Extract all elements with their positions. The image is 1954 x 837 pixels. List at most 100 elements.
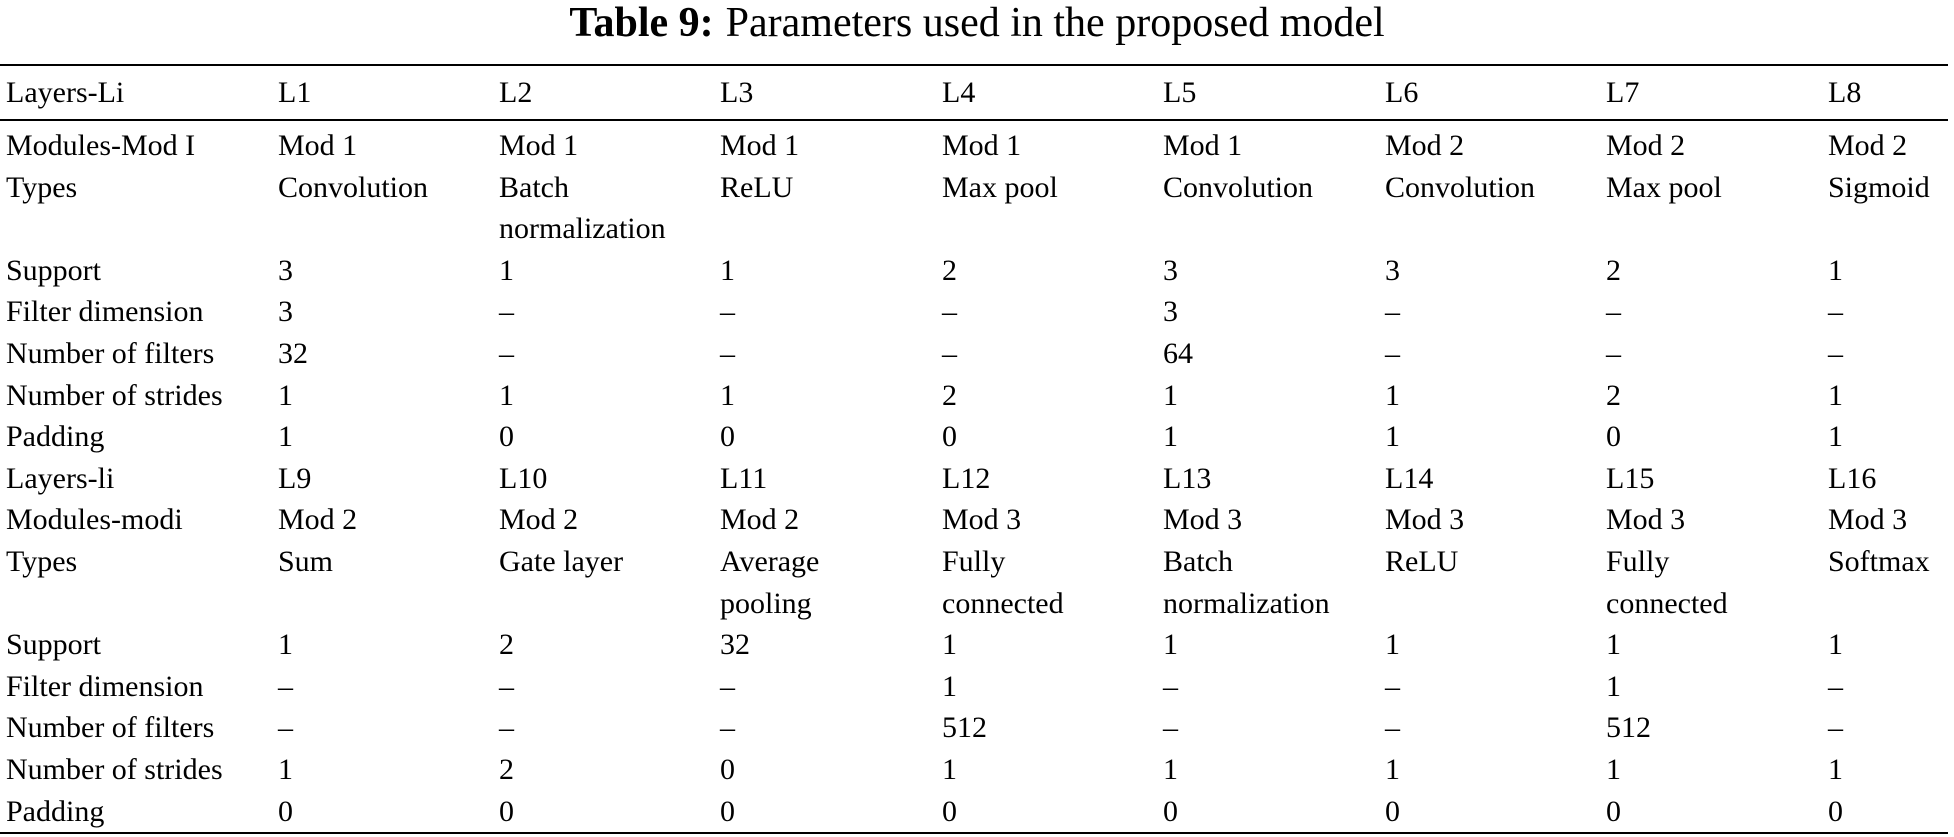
table-cell: L9 [278, 458, 499, 500]
table-cell: 0 [720, 416, 942, 458]
table-cell: – [942, 333, 1163, 375]
table-cell: 0 [942, 790, 1163, 835]
cell-text: Mod 3 [1606, 503, 1686, 537]
table-cell: 2 [942, 375, 1163, 417]
cell-text: 0 [942, 794, 957, 828]
table-cell: Padding [0, 790, 278, 835]
cell-text: 2 [1606, 253, 1621, 287]
cell-text: L13 [1163, 461, 1212, 495]
table-cell: Fully connected [1606, 541, 1828, 624]
cell-text: Mod 2 [1385, 129, 1465, 162]
table-row: Types Convolution Batch normalization ReLU M… [0, 167, 1948, 250]
table-cell: 1 [1828, 624, 1948, 666]
cell-text: L8 [1828, 75, 1862, 109]
table-cell: L10 [499, 458, 720, 500]
table-cell: 32 [720, 624, 942, 666]
table-cell: 1 [1828, 416, 1948, 458]
table-cell: Padding [0, 416, 278, 458]
table-cell: 1 [1828, 749, 1948, 791]
cell-text: Max pool [942, 170, 1058, 204]
table-cell: – [720, 707, 942, 749]
row-label: Support [6, 628, 102, 662]
table-cell: – [1385, 333, 1606, 375]
cell-text: Mod 1 [499, 129, 579, 162]
table-cell: Mod 1 [499, 120, 720, 167]
table-cell: L16 [1828, 458, 1948, 500]
table-cell: L1 [278, 64, 499, 121]
cell-text: ReLU [720, 170, 794, 204]
cell-text: Mod 3 [1828, 503, 1908, 537]
cell-text: 512 [942, 711, 987, 745]
cell-text: 3 [1385, 253, 1400, 287]
table-cell: Mod 1 [942, 120, 1163, 167]
table-cell: – [1828, 707, 1948, 749]
cell-text: Mod 2 [1606, 129, 1686, 162]
table-cell: 2 [1606, 250, 1828, 292]
cell-text: Sigmoid [1828, 170, 1930, 204]
table-cell: Max pool [1606, 167, 1828, 250]
cell-text: 0 [1163, 794, 1178, 828]
cell-text: – [1385, 336, 1400, 370]
cell-text: L11 [720, 461, 768, 495]
table-cell: Sum [278, 541, 499, 624]
title-label: Table 9: [569, 0, 714, 46]
cell-text: L2 [499, 75, 533, 109]
cell-text: Convolution [278, 170, 429, 204]
cell-text: – [1828, 669, 1843, 703]
cell-text: ReLU [1385, 544, 1459, 578]
table-cell: Max pool [942, 167, 1163, 250]
table-cell: Mod 2 [1385, 120, 1606, 167]
table-cell: 1 [1828, 375, 1948, 417]
cell-text: – [499, 295, 514, 329]
cell-text: – [1606, 336, 1621, 370]
cell-text: – [942, 336, 957, 370]
table-cell: Layers-li [0, 458, 278, 500]
table-cell: Batch normalization [499, 167, 720, 250]
table-cell: Modules-modi [0, 499, 278, 541]
table-cell: Support [0, 250, 278, 292]
table-cell: 512 [1606, 707, 1828, 749]
cell-text: – [1163, 711, 1178, 745]
table-cell: L13 [1163, 458, 1385, 500]
table-row: Padding 0 0 0 0 0 0 0 0 [0, 790, 1948, 835]
table-body: Modules-Mod I Mod 1 Mod 1 Mod 1 Mod 1 Mod 1 Mo… [0, 120, 1948, 835]
cell-text: 0 [720, 794, 735, 828]
table-cell: Convolution [278, 167, 499, 250]
row-label: Number of strides [6, 752, 223, 786]
cell-text: 1 [720, 253, 735, 287]
cell-text: 1 [942, 669, 957, 703]
cell-text: 2 [499, 752, 514, 786]
table-cell: – [1828, 291, 1948, 333]
cell-text: L1 [278, 75, 312, 109]
row-label: Layers-Li [6, 75, 125, 109]
cell-text: – [1163, 669, 1178, 703]
cell-text: Batch normalization [499, 170, 666, 246]
table-cell: Softmax [1828, 541, 1948, 624]
table-cell: – [720, 333, 942, 375]
table-cell: 0 [1385, 790, 1606, 835]
table-cell: Mod 1 [278, 120, 499, 167]
table-cell: 3 [278, 291, 499, 333]
table-cell: Mod 2 [278, 499, 499, 541]
table-cell: 32 [278, 333, 499, 375]
cell-text: Mod 1 [720, 129, 800, 162]
table-cell: 3 [1163, 250, 1385, 292]
table-cell: L4 [942, 64, 1163, 121]
row-label: Filter dimension [6, 669, 204, 703]
cell-text: Mod 1 [1163, 129, 1243, 162]
table-row: Filter dimension 3 – – – 3 – – – [0, 291, 1948, 333]
cell-text: L14 [1385, 461, 1434, 495]
table-cell: 1 [499, 375, 720, 417]
table-cell: Number of strides [0, 749, 278, 791]
table-cell: Number of filters [0, 707, 278, 749]
cell-text: Convolution [1163, 170, 1314, 204]
cell-text: L3 [720, 75, 754, 109]
table-cell: 2 [499, 624, 720, 666]
cell-text: 32 [720, 628, 750, 662]
table-row: Number of filters – – – 512 – – 512 – [0, 707, 1948, 749]
cell-text: 1 [278, 378, 293, 412]
cell-text: 1 [1606, 669, 1621, 703]
table-cell: 64 [1163, 333, 1385, 375]
table-cell: Mod 3 [1606, 499, 1828, 541]
